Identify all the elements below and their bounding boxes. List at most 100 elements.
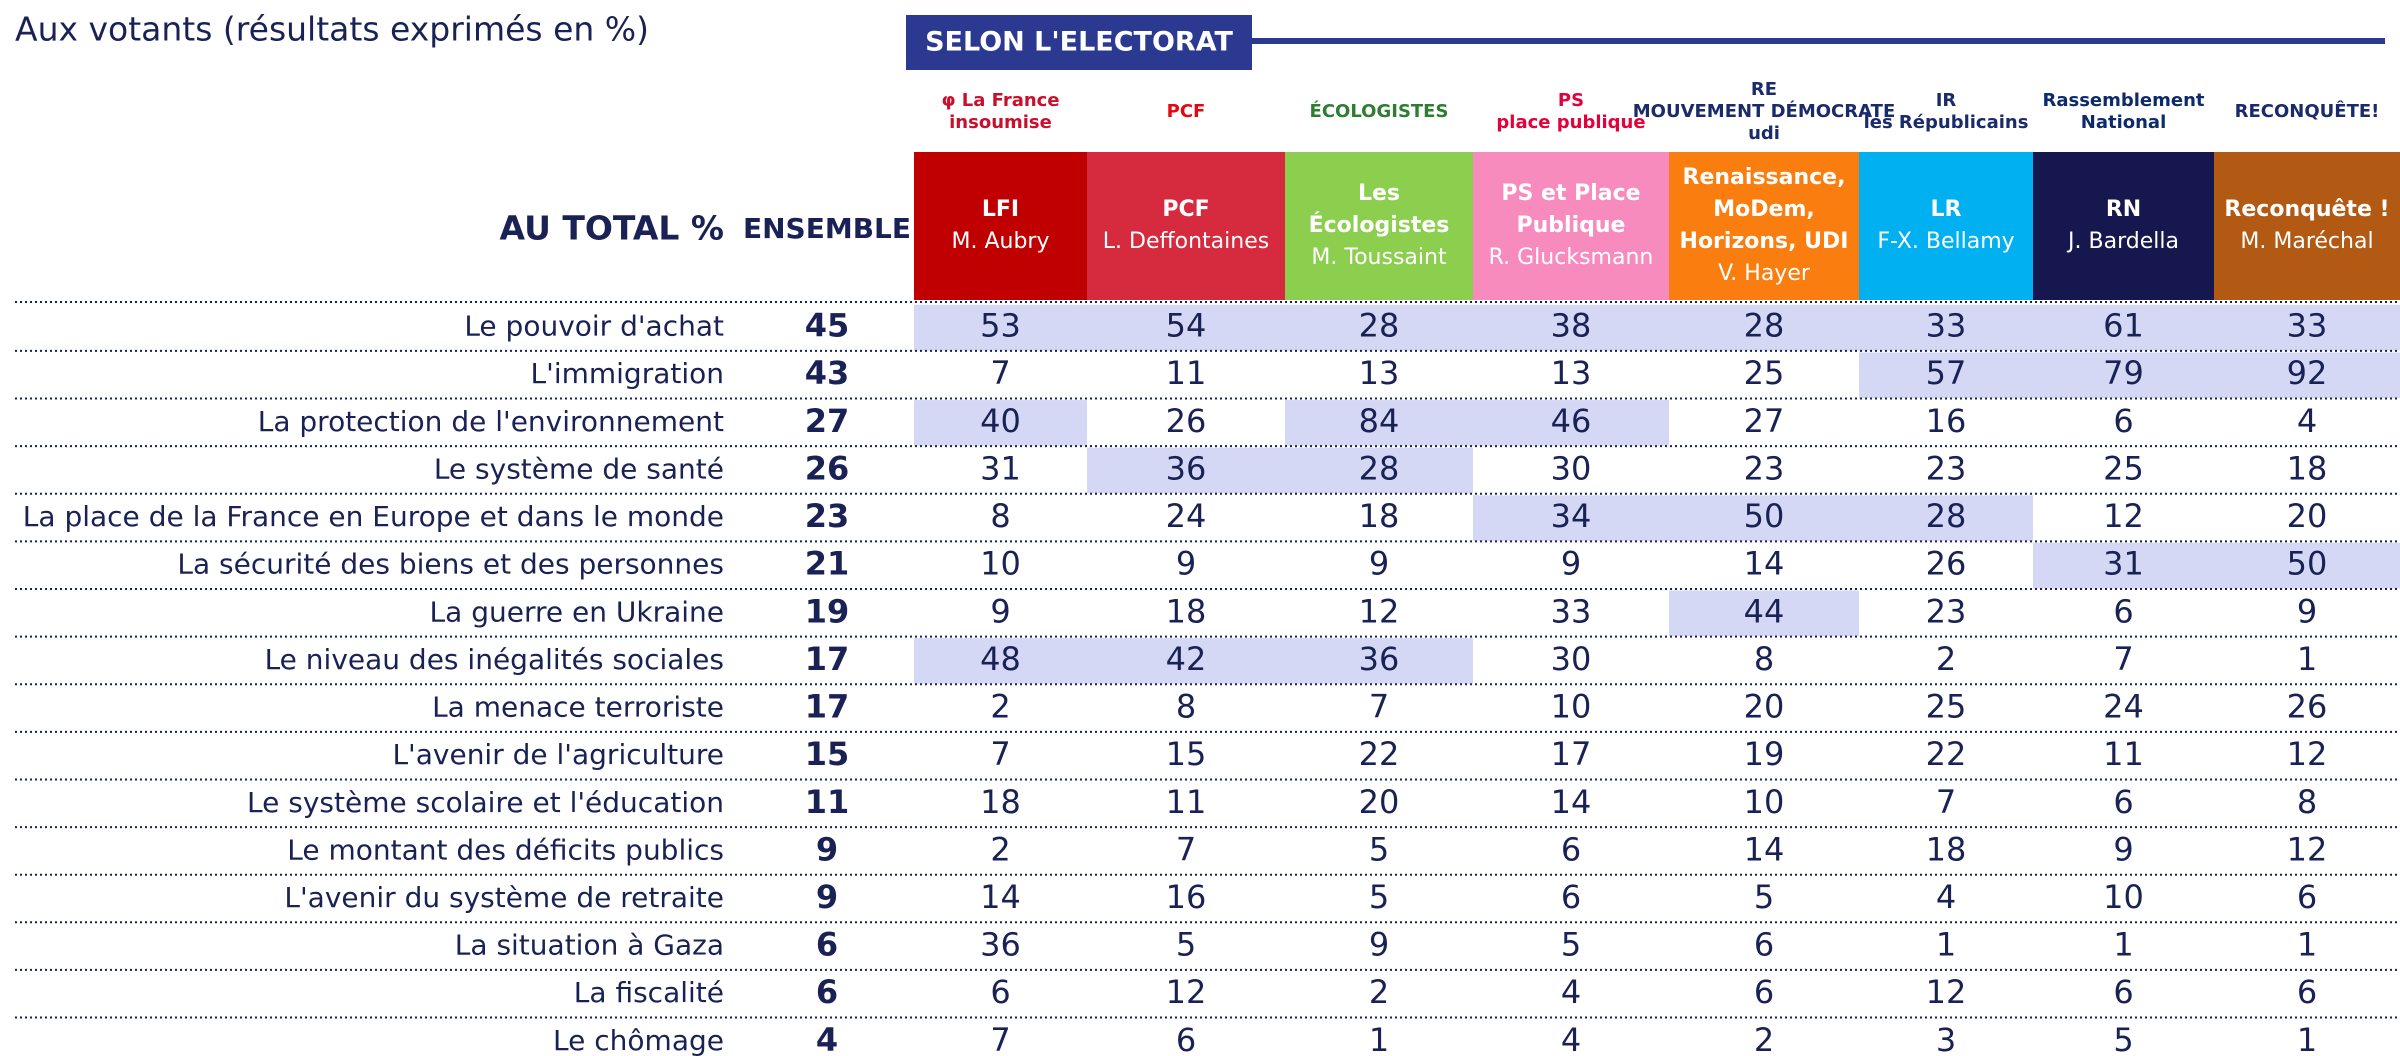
- cell-value: 16: [1166, 878, 1207, 916]
- cell-value: 4: [1561, 1021, 1581, 1056]
- party-name: Les: [1358, 181, 1400, 206]
- logo-text: RE: [1751, 79, 1777, 100]
- cell-value: 36: [980, 926, 1021, 964]
- highlight: [2033, 352, 2214, 399]
- cell-value: 20: [1359, 783, 1400, 821]
- cell-value: 2: [990, 830, 1010, 868]
- highlight: [1473, 304, 1669, 351]
- total-value: 26: [805, 449, 850, 487]
- highlight: [914, 304, 1087, 351]
- cell-value: 24: [1166, 497, 1207, 535]
- cell-value: 8: [1754, 640, 1774, 678]
- cell-value: 9: [2297, 592, 2317, 630]
- cell-value: 5: [1176, 926, 1196, 964]
- total-value: 43: [805, 354, 850, 392]
- cell-value: 25: [1744, 354, 1785, 392]
- row-label: L'immigration: [531, 357, 724, 390]
- party-name: RN: [2106, 197, 2141, 222]
- cell-value: 2: [1754, 1021, 1774, 1056]
- party-name: Horizons, UDI: [1680, 229, 1849, 254]
- cell-value: 26: [1926, 545, 1967, 583]
- cell-value: 5: [1369, 830, 1389, 868]
- highlight: [1285, 400, 1473, 446]
- row-label: La place de la France en Europe et dans …: [23, 500, 724, 533]
- cell-value: 11: [2103, 735, 2144, 773]
- row-label: Le montant des déficits publics: [287, 833, 724, 866]
- highlight: [2033, 304, 2214, 351]
- party-header: [1473, 152, 1669, 300]
- logo-text: φ La France: [941, 90, 1059, 111]
- party-header: [2033, 152, 2214, 300]
- cell-value: 20: [1744, 688, 1785, 726]
- logo-text: insoumise: [949, 112, 1052, 133]
- total-value: 6: [816, 926, 838, 964]
- row-label: La guerre en Ukraine: [430, 595, 724, 628]
- highlight: [1087, 304, 1285, 351]
- cell-value: 17: [1551, 735, 1592, 773]
- cell-value: 7: [2113, 640, 2133, 678]
- cell-value: 12: [2103, 497, 2144, 535]
- highlight: [1087, 447, 1285, 494]
- cell-value: 10: [1744, 783, 1785, 821]
- party-header: [1859, 152, 2033, 300]
- total-value: 19: [805, 592, 850, 630]
- cell-value: 14: [1744, 830, 1785, 868]
- row-label: Le système de santé: [434, 452, 724, 485]
- cell-value: 3: [1936, 1021, 1956, 1056]
- cell-value: 18: [2287, 449, 2328, 487]
- row-label: L'avenir du système de retraite: [284, 881, 724, 914]
- total-value: 4: [816, 1021, 838, 1056]
- cell-value: 9: [1176, 545, 1196, 583]
- highlight: [2033, 542, 2214, 589]
- logo-text: ÉCOLOGISTES: [1310, 100, 1449, 122]
- row-label: L'avenir de l'agriculture: [392, 738, 724, 771]
- cell-value: 6: [1561, 830, 1581, 868]
- cell-value: 1: [2297, 926, 2317, 964]
- banner: SELON L'ELECTORAT: [925, 27, 1233, 58]
- party-name: LFI: [982, 197, 1019, 222]
- highlight: [1669, 304, 1859, 351]
- party-name: MoDem,: [1713, 197, 1814, 222]
- cell-value: 8: [990, 497, 1010, 535]
- total-header: AU TOTAL %: [500, 209, 724, 248]
- party-leader: R. Glucksmann: [1489, 245, 1654, 270]
- cell-value: 6: [2113, 783, 2133, 821]
- highlight: [1473, 400, 1669, 446]
- cell-value: 54: [1166, 307, 1207, 345]
- highlight: [1669, 590, 1859, 637]
- total-value: 9: [816, 878, 838, 916]
- party-leader: J. Bardella: [2066, 229, 2179, 254]
- highlight: [1669, 495, 1859, 541]
- cell-value: 50: [2287, 545, 2328, 583]
- row-label: La fiscalité: [574, 976, 724, 1009]
- cell-value: 6: [2297, 878, 2317, 916]
- party-leader: M. Toussaint: [1311, 245, 1447, 270]
- cell-value: 2: [1369, 973, 1389, 1011]
- cell-value: 6: [1754, 926, 1774, 964]
- highlight: [2214, 352, 2400, 399]
- cell-value: 2: [1936, 640, 1956, 678]
- party-name: PCF: [1162, 197, 1209, 222]
- cell-value: 27: [1744, 402, 1785, 440]
- party-name: Écologistes: [1309, 212, 1450, 238]
- cell-value: 6: [2113, 402, 2133, 440]
- party-header: [1285, 152, 1473, 300]
- cell-value: 4: [2297, 402, 2317, 440]
- cell-value: 36: [1166, 449, 1207, 487]
- cell-value: 18: [1926, 830, 1967, 868]
- cell-value: 1: [2297, 640, 2317, 678]
- cell-value: 7: [990, 1021, 1010, 1056]
- cell-value: 61: [2103, 307, 2144, 345]
- row-label: La menace terroriste: [432, 691, 724, 724]
- cell-value: 30: [1551, 640, 1592, 678]
- logo-text: PS: [1558, 90, 1584, 111]
- highlight: [1859, 495, 2033, 541]
- highlight: [914, 400, 1087, 446]
- cell-value: 11: [1166, 354, 1207, 392]
- cell-value: 18: [980, 783, 1021, 821]
- total-value: 11: [805, 783, 850, 821]
- cell-value: 12: [1359, 592, 1400, 630]
- cell-value: 7: [1369, 688, 1389, 726]
- cell-value: 31: [2103, 545, 2144, 583]
